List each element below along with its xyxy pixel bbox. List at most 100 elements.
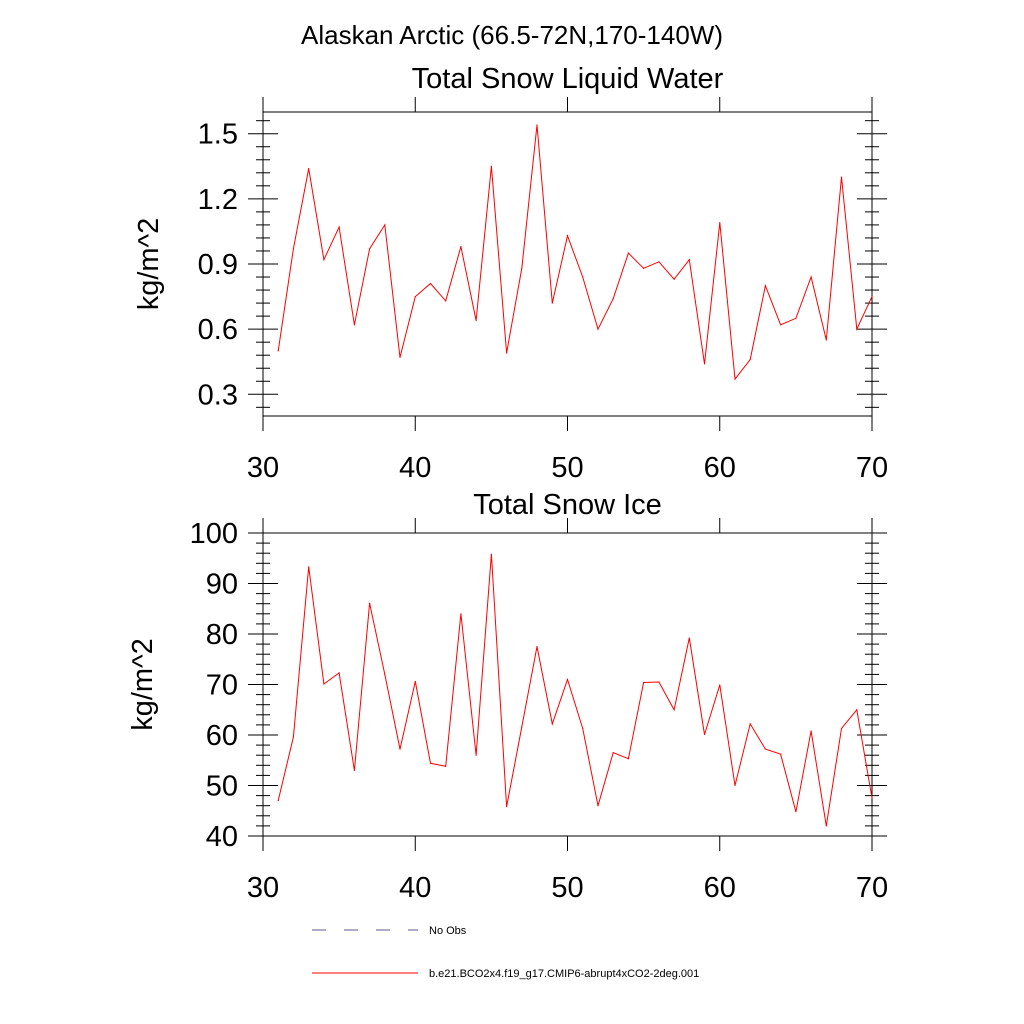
data-point — [810, 276, 812, 278]
y-tick-label: 40 — [206, 821, 238, 853]
x-tick-label: 60 — [704, 872, 736, 904]
plot-title: Total Snow Liquid Water — [412, 63, 724, 95]
figure-suptitle: Alaskan Arctic (66.5-72N,170-140W) — [301, 20, 723, 50]
data-point — [323, 259, 325, 261]
data-point — [566, 235, 569, 237]
data-point — [338, 672, 340, 674]
x-tick-label: 60 — [704, 452, 736, 484]
data-point — [368, 248, 371, 250]
data-point — [627, 252, 630, 254]
y-tick-label: 90 — [206, 569, 238, 601]
data-point — [871, 295, 873, 298]
data-point — [551, 723, 553, 725]
snow-liquid-water-panel: 30 40 50 60 70 0.3 0.6 0.9 1.2 1.5 Total Snow Liqu… — [133, 63, 888, 484]
data-point — [399, 356, 401, 358]
data-point — [597, 805, 599, 807]
data-point — [536, 646, 538, 648]
data-point — [338, 226, 340, 228]
data-point — [566, 678, 569, 681]
x-tick-label: 50 — [551, 452, 583, 484]
data-point — [749, 358, 751, 361]
data-point — [323, 683, 325, 685]
data-point — [582, 276, 584, 278]
legend-label-no-obs: No Obs — [429, 925, 467, 937]
data-point — [612, 298, 614, 300]
series-line — [277, 554, 873, 826]
y-axis-label: kg/m^2 — [127, 638, 159, 731]
data-point — [688, 259, 690, 261]
plot-frame — [262, 111, 873, 417]
data-point — [368, 602, 371, 604]
data-point — [460, 246, 462, 248]
data-point — [460, 613, 462, 615]
data-point — [780, 324, 782, 326]
y-axis-label: kg/m^2 — [133, 218, 165, 311]
x-tick-label: 30 — [247, 452, 279, 484]
data-point — [719, 684, 721, 686]
data-point — [643, 681, 645, 684]
data-point — [429, 282, 432, 285]
data-point — [384, 224, 386, 226]
data-point — [703, 363, 706, 365]
data-point — [506, 352, 508, 354]
x-tick-label: 40 — [399, 452, 431, 484]
data-point — [658, 681, 660, 683]
y-tick-label: 100 — [190, 518, 238, 550]
data-point — [673, 278, 675, 280]
data-point — [764, 748, 767, 750]
data-point — [445, 765, 447, 767]
data-point — [277, 350, 279, 352]
data-point — [795, 317, 797, 319]
data-point — [871, 797, 873, 799]
data-point — [551, 302, 553, 304]
data-point — [490, 553, 492, 555]
data-point — [643, 267, 645, 269]
data-point — [582, 727, 584, 730]
legend: No Obs b.e21.BCO2x4.f19_g17.CMIP6-abrupt… — [312, 925, 699, 980]
data-point — [429, 762, 432, 764]
data-point — [719, 222, 721, 224]
data-point — [308, 566, 310, 568]
series-line — [277, 124, 873, 381]
data-point — [658, 261, 660, 263]
y-tick-label: 1.2 — [198, 184, 238, 216]
data-point — [810, 730, 812, 732]
data-point — [795, 811, 797, 813]
y-tick-label: 0.9 — [198, 249, 238, 281]
data-point — [277, 800, 279, 802]
data-point — [399, 748, 401, 750]
data-point — [825, 825, 827, 827]
data-point — [490, 165, 492, 167]
data-point — [475, 319, 477, 322]
x-tick-label: 30 — [247, 872, 279, 904]
data-point — [353, 324, 355, 326]
y-tick-label: 1.5 — [198, 119, 238, 151]
data-point — [856, 328, 858, 330]
data-point — [536, 124, 538, 126]
data-point — [521, 726, 523, 728]
data-point — [353, 769, 355, 771]
y-tick-label: 80 — [206, 619, 238, 651]
y-tick-label: 0.3 — [198, 379, 238, 411]
data-point — [475, 754, 477, 756]
data-point — [384, 673, 386, 676]
snow-ice-panel: 30 40 50 60 70 40 50 60 70 80 90 100 Total Snow Ice k… — [127, 489, 888, 904]
plot-frame — [262, 532, 873, 837]
data-point — [764, 285, 767, 287]
data-point — [414, 295, 416, 298]
data-point — [292, 248, 295, 250]
data-point — [749, 723, 751, 725]
x-tick-label: 70 — [856, 452, 888, 484]
plot-title: Total Snow Ice — [473, 489, 662, 521]
data-point — [506, 806, 508, 808]
data-point — [780, 753, 782, 755]
y-tick-label: 0.6 — [198, 314, 238, 346]
x-tick-label: 50 — [551, 872, 583, 904]
data-point — [414, 680, 416, 683]
data-point — [292, 736, 295, 738]
data-point — [825, 339, 827, 341]
data-point — [308, 167, 310, 170]
data-point — [627, 758, 630, 760]
data-point — [688, 637, 690, 639]
